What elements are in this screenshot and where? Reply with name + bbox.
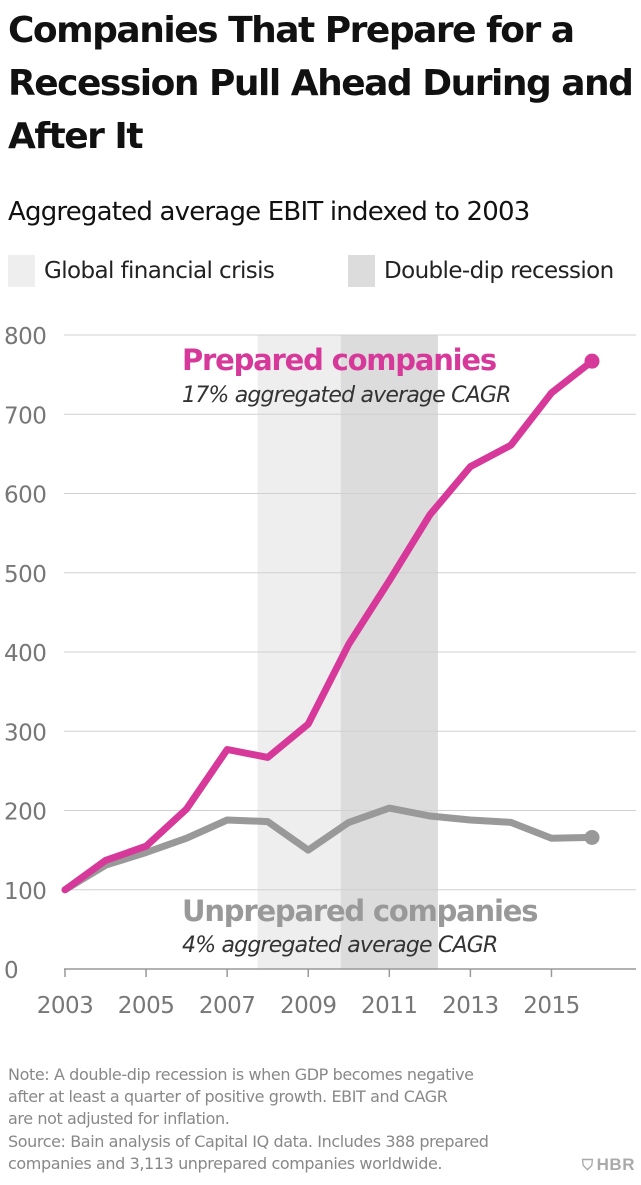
x-tick-label: 2005 [118, 993, 175, 1019]
y-tick-label: 100 [4, 879, 46, 905]
y-tick-label: 800 [4, 324, 46, 350]
legend-label-financial-crisis: Global financial crisis [44, 258, 275, 284]
series-endpoint-unprepared [584, 829, 600, 845]
note-line: Note: A double-dip recession is when GDP… [8, 1065, 474, 1084]
y-tick-label: 400 [4, 641, 46, 667]
series-line-unprepared [61, 804, 596, 894]
y-tick-label: 300 [4, 720, 46, 746]
x-tick-label: 2007 [199, 993, 256, 1019]
x-tick-label: 2011 [361, 993, 418, 1019]
series-line-prepared [61, 357, 596, 894]
note-line: Source: Bain analysis of Capital IQ data… [8, 1131, 489, 1151]
series-endpoint-prepared [584, 353, 600, 369]
series-label-prepared: Prepared companies [182, 343, 496, 377]
line-chart: 0 100 200 300 400 500 600 700 800 2003 2005 2007 200… [4, 324, 636, 1019]
hbr-logo: ⛉ HBR [582, 1155, 635, 1175]
chart-title: Companies That Prepare for a Recession P… [8, 10, 634, 157]
y-tick-label: 500 [4, 562, 46, 588]
x-tick-label: 2003 [37, 993, 94, 1019]
note-line: companies and 3,113 unprepared companies… [8, 1153, 443, 1173]
legend-swatch-double-dip [348, 255, 375, 287]
x-tick-label: 2009 [280, 993, 337, 1019]
chart-note: Note: A double-dip recession is when GDP… [8, 1064, 568, 1175]
legend-swatch-financial-crisis [8, 255, 35, 287]
series-annotation-prepared: 17% aggregated average CAGR [182, 383, 511, 408]
logo-text: HBR [596, 1155, 635, 1174]
series-annotation-unprepared: 4% aggregated average CAGR [182, 933, 497, 958]
legend-label-double-dip: Double-dip recession [384, 258, 614, 284]
y-tick-label: 0 [4, 958, 18, 984]
y-tick-label: 200 [4, 800, 46, 826]
note-line: after at least a quarter of positive gro… [8, 1087, 448, 1107]
chart-subtitle: Aggregated average EBIT indexed to 2003 [8, 197, 530, 227]
shield-icon: ⛉ [581, 1157, 594, 1174]
legend: Global financial crisis Double-dip reces… [8, 252, 638, 292]
x-tick-label: 2015 [523, 993, 580, 1019]
x-tick-label: 2013 [442, 993, 499, 1019]
note-line: are not adjusted for inflation. [8, 1109, 230, 1129]
y-tick-label: 600 [4, 483, 46, 509]
y-tick-label: 700 [4, 403, 46, 429]
series-label-unprepared: Unprepared companies [182, 894, 537, 928]
